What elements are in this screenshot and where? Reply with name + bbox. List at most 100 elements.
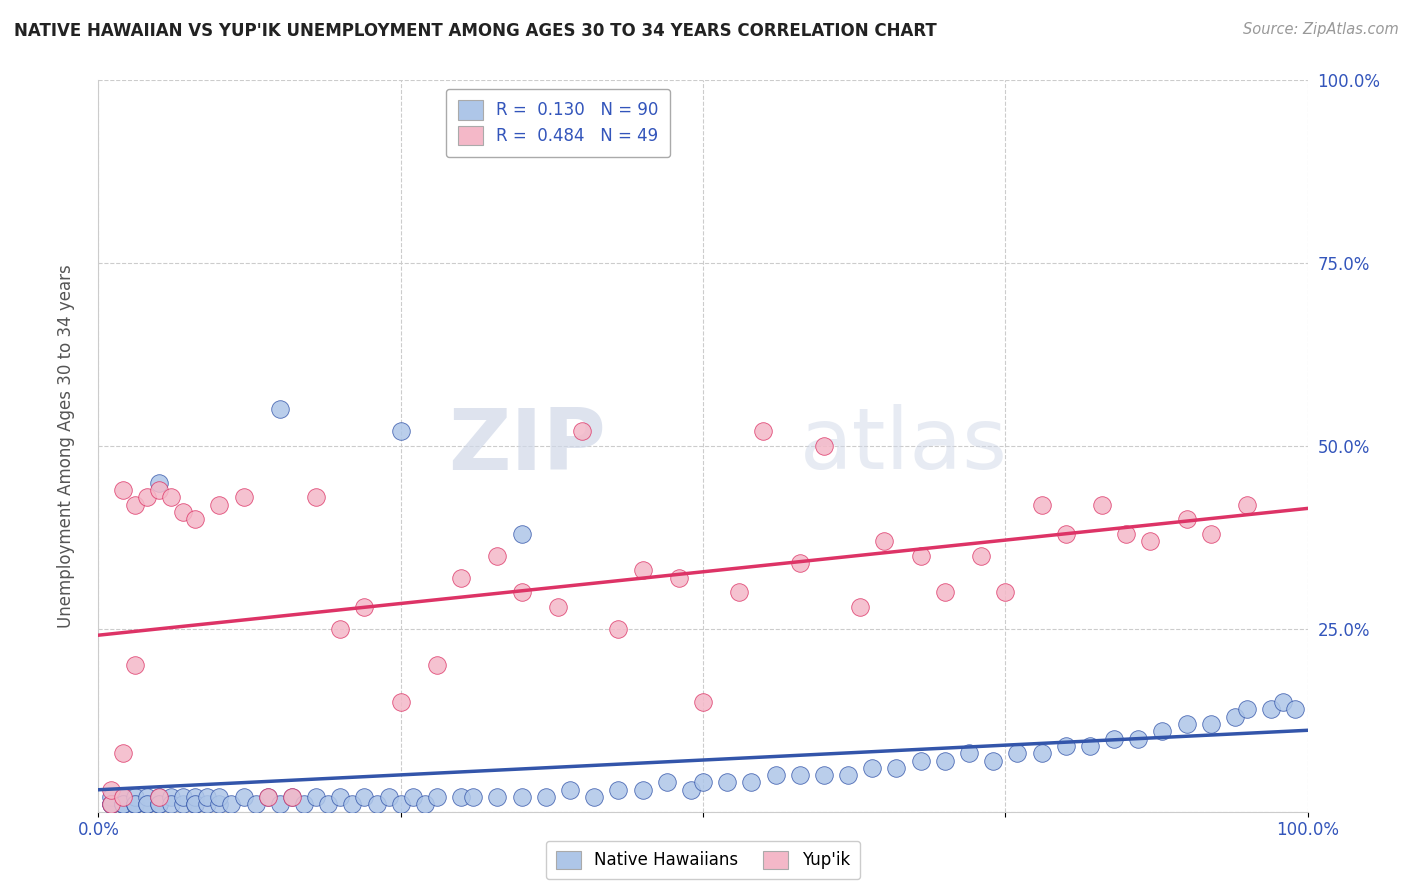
Point <box>135 790 157 805</box>
Point <box>789 768 811 782</box>
Point <box>172 790 194 805</box>
Point <box>716 775 738 789</box>
Legend: R =  0.130   N = 90, R =  0.484   N = 49: R = 0.130 N = 90, R = 0.484 N = 49 <box>446 88 669 157</box>
Point <box>1115 526 1137 541</box>
Point <box>124 797 146 812</box>
Text: Source: ZipAtlas.com: Source: ZipAtlas.com <box>1243 22 1399 37</box>
Point <box>934 585 956 599</box>
Point <box>547 599 569 614</box>
Point <box>970 549 993 563</box>
Point <box>281 790 304 805</box>
Point <box>256 790 278 805</box>
Point <box>813 439 835 453</box>
Point <box>837 768 859 782</box>
Point <box>1054 526 1077 541</box>
Point <box>184 790 207 805</box>
Point <box>148 483 170 497</box>
Point <box>305 490 328 504</box>
Point <box>655 775 678 789</box>
Point <box>849 599 872 614</box>
Point <box>221 797 243 812</box>
Point <box>292 797 315 812</box>
Point <box>366 797 388 812</box>
Point <box>100 797 122 812</box>
Point <box>100 797 122 812</box>
Point <box>752 425 775 439</box>
Point <box>389 425 412 439</box>
Point <box>281 790 304 805</box>
Point <box>1199 526 1222 541</box>
Point <box>910 754 932 768</box>
Point <box>135 797 157 812</box>
Point <box>256 790 278 805</box>
Point <box>692 695 714 709</box>
Point <box>1175 512 1198 526</box>
Point <box>160 490 183 504</box>
Point <box>728 585 751 599</box>
Point <box>111 797 134 812</box>
Point <box>124 797 146 812</box>
Point <box>994 585 1017 599</box>
Point <box>450 571 472 585</box>
Point <box>184 797 207 812</box>
Point <box>111 746 134 760</box>
Point <box>402 790 425 805</box>
Point <box>1223 709 1246 723</box>
Point <box>1236 702 1258 716</box>
Point <box>377 790 399 805</box>
Point <box>232 490 254 504</box>
Point <box>245 797 267 812</box>
Point <box>1139 534 1161 549</box>
Point <box>873 534 896 549</box>
Point <box>486 549 509 563</box>
Text: ZIP: ZIP <box>449 404 606 488</box>
Point <box>269 402 291 417</box>
Point <box>342 797 364 812</box>
Point <box>679 782 702 797</box>
Point <box>607 622 630 636</box>
Point <box>160 790 183 805</box>
Point <box>124 498 146 512</box>
Point <box>631 782 654 797</box>
Point <box>111 797 134 812</box>
Point <box>100 782 122 797</box>
Point <box>571 425 593 439</box>
Point <box>981 754 1004 768</box>
Point <box>100 797 122 812</box>
Point <box>329 790 352 805</box>
Point <box>111 790 134 805</box>
Point <box>100 790 122 805</box>
Point <box>1091 498 1114 512</box>
Point <box>813 768 835 782</box>
Point <box>124 797 146 812</box>
Point <box>208 498 231 512</box>
Point <box>510 585 533 599</box>
Point <box>208 797 231 812</box>
Point <box>668 571 690 585</box>
Point <box>232 790 254 805</box>
Point <box>1031 498 1053 512</box>
Point <box>135 490 157 504</box>
Point <box>957 746 980 760</box>
Y-axis label: Unemployment Among Ages 30 to 34 years: Unemployment Among Ages 30 to 34 years <box>56 264 75 628</box>
Point <box>607 782 630 797</box>
Point <box>148 475 170 490</box>
Point <box>450 790 472 805</box>
Point <box>1199 717 1222 731</box>
Point <box>1284 702 1306 716</box>
Point <box>740 775 762 789</box>
Point <box>160 797 183 812</box>
Point <box>111 790 134 805</box>
Point <box>1054 739 1077 753</box>
Point <box>789 556 811 570</box>
Text: atlas: atlas <box>800 404 1008 488</box>
Point <box>148 790 170 805</box>
Point <box>1272 695 1295 709</box>
Point <box>413 797 436 812</box>
Point <box>426 658 449 673</box>
Point <box>1152 724 1174 739</box>
Point <box>195 797 218 812</box>
Point <box>692 775 714 789</box>
Point <box>910 549 932 563</box>
Point <box>135 797 157 812</box>
